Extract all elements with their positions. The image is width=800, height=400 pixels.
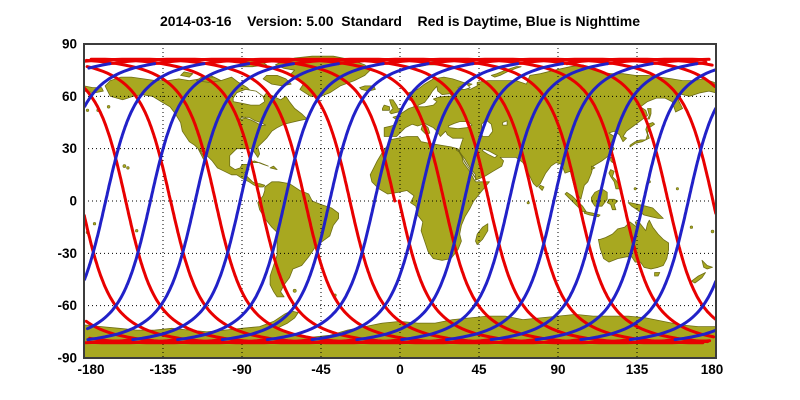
land-hainan: [591, 165, 596, 170]
water-persian-gulf: [482, 148, 498, 159]
land-new-guinea: [627, 202, 664, 219]
x-tick-label: 0: [396, 362, 404, 377]
land-java: [583, 211, 601, 218]
land-madagascar: [475, 223, 489, 245]
x-tick-label: 180: [701, 362, 724, 377]
x-tick-label: -135: [149, 362, 177, 377]
island-dot: [675, 187, 679, 191]
land-tasmania: [654, 272, 661, 277]
y-tick-label: 0: [69, 194, 77, 209]
island-dot: [689, 225, 694, 229]
water-great-lakes: [238, 116, 267, 126]
y-tick-label: 90: [62, 37, 77, 52]
y-tick-label: -60: [57, 298, 77, 313]
land-novaya-zemlya: [490, 66, 522, 78]
island-dot: [292, 288, 297, 293]
x-tick-label: -90: [232, 362, 252, 377]
land-banks-island: [180, 71, 194, 78]
x-tick-label: 90: [550, 362, 565, 377]
y-tick-label: 30: [62, 141, 77, 156]
land-new-zealand-north: [701, 259, 713, 270]
island-dot: [126, 166, 130, 170]
island-dot: [526, 201, 530, 205]
land-hispaniola: [269, 165, 278, 170]
land-ireland: [382, 104, 390, 111]
land-sri-lanka: [538, 184, 545, 191]
plot-title: 2014-03-16 Version: 5.00 Standard Red is…: [159, 13, 641, 29]
island-dot: [122, 164, 127, 168]
axis-labels: -180 -135 -90 -45 0 45 90 135 180 90 60 30 0 -30 -60 -9…: [57, 37, 723, 378]
x-tick-label: 45: [471, 362, 487, 377]
land-cuba: [250, 160, 269, 167]
island-dot: [106, 105, 111, 109]
island-dot: [135, 229, 139, 233]
y-tick-label: -90: [57, 351, 77, 366]
x-tick-label: -45: [311, 362, 331, 377]
island-dot: [633, 187, 637, 191]
y-tick-label: -30: [57, 246, 77, 261]
island-dot: [710, 229, 715, 234]
nighttime-track-path: [84, 62, 716, 342]
water-aral-sea: [502, 120, 508, 126]
land-new-zealand-south: [691, 272, 706, 284]
plot-border: [83, 43, 717, 359]
land-africa: [369, 136, 490, 261]
land-sulawesi: [606, 198, 619, 211]
island-dot: [92, 222, 97, 226]
water-hudson-bay: [232, 89, 266, 106]
x-tick-label: -180: [77, 362, 104, 377]
x-tick-label: 135: [626, 362, 649, 377]
island-dot: [85, 108, 90, 112]
water-baltic-sea: [417, 85, 453, 108]
land-antarctica: [84, 310, 716, 358]
land-sakhalin: [647, 108, 652, 120]
land-sumatra: [564, 191, 587, 212]
y-tick-label: 60: [62, 89, 77, 104]
